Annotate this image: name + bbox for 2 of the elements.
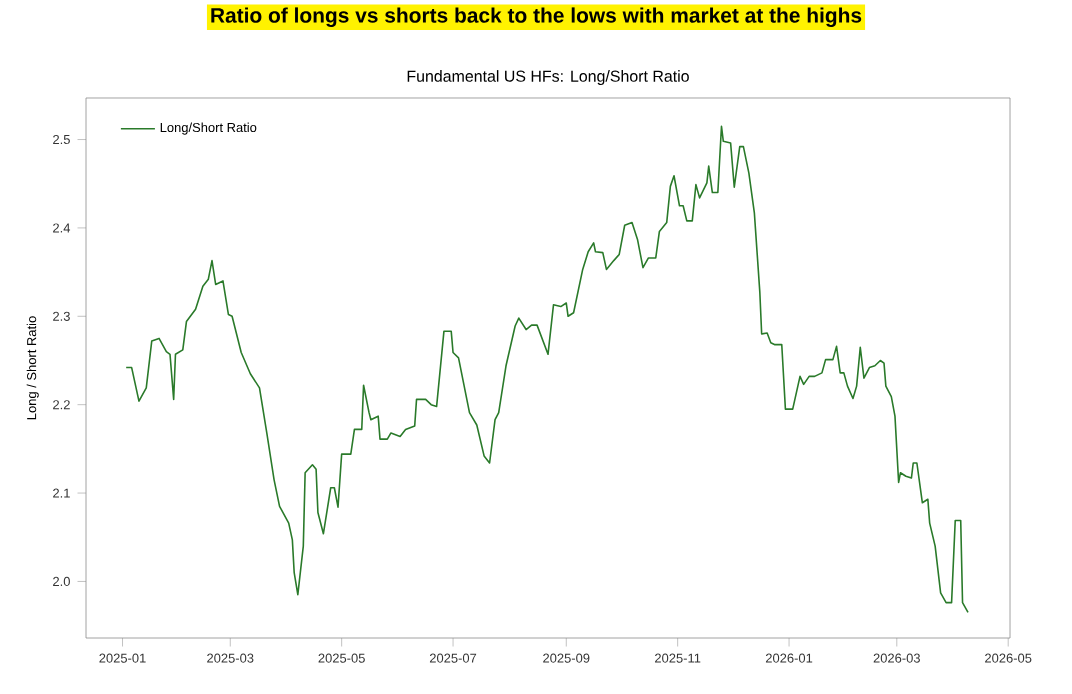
line-series xyxy=(125,125,969,614)
chart-title: Ratio of longs vs shorts back to the lows with market at the highs xyxy=(211,7,862,27)
